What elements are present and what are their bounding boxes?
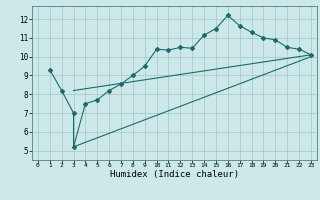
X-axis label: Humidex (Indice chaleur): Humidex (Indice chaleur) <box>110 170 239 179</box>
